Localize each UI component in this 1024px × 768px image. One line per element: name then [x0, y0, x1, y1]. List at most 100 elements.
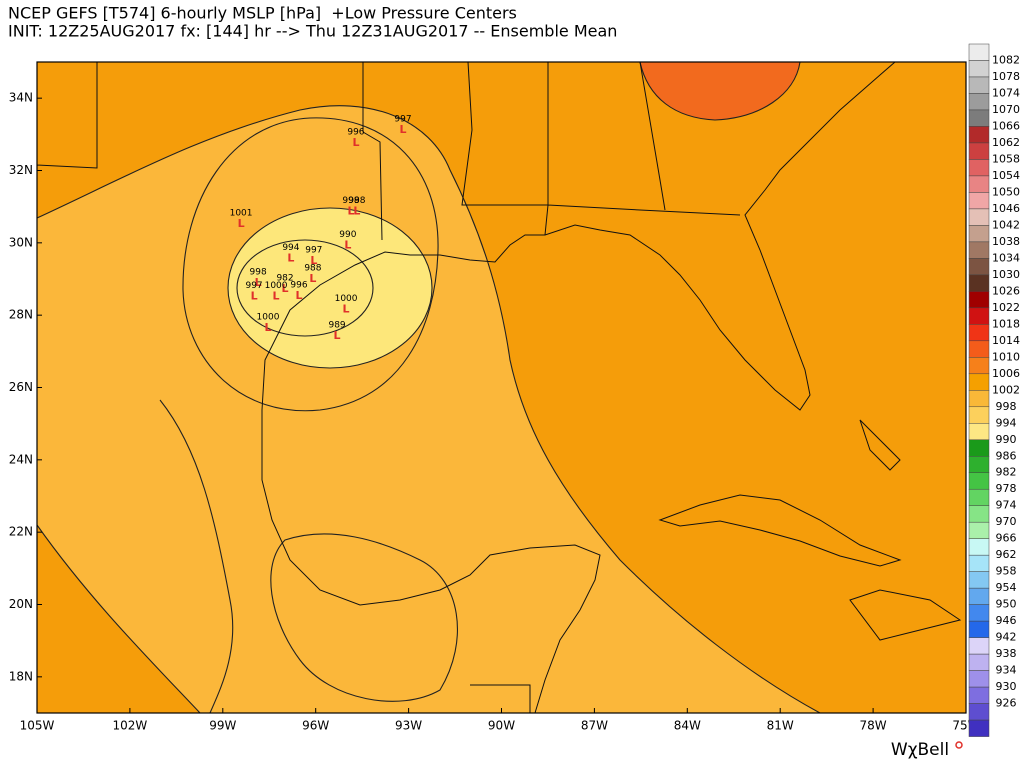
colorbar-label: 962	[996, 548, 1017, 561]
low-center-mark: L	[334, 329, 341, 342]
low-center-mark: L	[287, 252, 294, 265]
coastline	[261, 62, 896, 411]
x-tick-label: 78W	[860, 719, 887, 733]
colorbar-box	[968, 109, 990, 127]
colorbar-box	[968, 192, 990, 210]
colorbar-box	[968, 126, 990, 144]
colorbar-label: 926	[996, 697, 1017, 710]
contour	[639, 62, 801, 121]
colorbar-label: 938	[996, 647, 1017, 660]
colorbar-label: 950	[996, 598, 1017, 611]
colorbar-label: 1062	[992, 136, 1020, 149]
low-center-mark: L	[347, 205, 354, 218]
x-tick-label: 93W	[395, 719, 422, 733]
colorbar-label: 966	[996, 532, 1017, 545]
contour	[159, 399, 234, 713]
low-center-mark: L	[310, 254, 317, 267]
y-tick-label: 32N	[9, 163, 33, 177]
colorbar-box	[968, 307, 990, 325]
coastline	[261, 410, 601, 713]
colorbar-label: 974	[996, 499, 1017, 512]
colorbar-label: 1054	[992, 169, 1020, 182]
y-tick-label: 28N	[9, 308, 33, 322]
title-line-2: INIT: 12Z25AUG2017 fx: [144] hr --> Thu …	[8, 22, 617, 41]
colorbar-label: 1014	[992, 334, 1020, 347]
colorbar-box	[968, 76, 990, 94]
colorbar-label: 1038	[992, 235, 1020, 248]
colorbar-box	[968, 554, 990, 572]
y-tick-label: 26N	[9, 380, 33, 394]
colorbar-box	[968, 587, 990, 605]
colorbar-label: 958	[996, 565, 1017, 578]
title-line-1: NCEP GEFS [T574] 6-hourly MSLP [hPa] +Lo…	[8, 4, 517, 23]
low-center-label: 997	[305, 245, 322, 255]
colorbar-label: 934	[996, 664, 1017, 677]
low-center-label: 998	[250, 267, 267, 277]
colorbar-label: 1046	[992, 202, 1020, 215]
contour	[37, 524, 201, 713]
x-tick-label: 90W	[488, 719, 515, 733]
x-tick-label: 81W	[767, 719, 794, 733]
colorbar-label: 998	[996, 400, 1017, 413]
colorbar-box	[968, 324, 990, 342]
colorbar-label: 1058	[992, 152, 1020, 165]
low-center-label: 989	[328, 320, 345, 330]
y-tick-label: 34N	[9, 91, 33, 105]
colorbar-box	[968, 390, 990, 408]
low-center-mark: L	[352, 136, 359, 149]
colorbar-box	[968, 472, 990, 490]
low-center-label: 996	[347, 128, 364, 138]
colorbar-box	[968, 225, 990, 243]
colorbar-box	[968, 439, 990, 457]
colorbar-label: 1042	[992, 218, 1020, 231]
low-center-label: 997	[394, 114, 411, 124]
logo: WχBell	[891, 740, 949, 760]
contour-1010	[182, 117, 439, 412]
x-tick-label: 96W	[302, 719, 329, 733]
x-tick-label: 102W	[113, 719, 148, 733]
contour-1002	[236, 239, 374, 337]
colorbar-label: 1034	[992, 251, 1020, 264]
colorbar-box	[968, 670, 990, 688]
colorbar-box	[968, 274, 990, 292]
colorbar-label: 946	[996, 614, 1017, 627]
low-center-label: 988	[304, 264, 321, 274]
contour-1006	[227, 207, 433, 369]
colorbar-box	[968, 175, 990, 193]
colorbar-label: 990	[996, 433, 1017, 446]
low-center-mark: L	[309, 272, 316, 285]
contour	[37, 105, 821, 713]
colorbar-label: 994	[996, 416, 1017, 429]
colorbar-box	[968, 373, 990, 391]
y-tick-label: 24N	[9, 452, 33, 466]
colorbar-label: 1006	[992, 367, 1020, 380]
low-center-mark: L	[273, 290, 280, 303]
colorbar-box	[968, 521, 990, 539]
colorbar-label: 1070	[992, 103, 1020, 116]
colorbar-label: 1018	[992, 317, 1020, 330]
colorbar-box	[968, 719, 990, 737]
field-1018	[640, 62, 800, 120]
low-center-label: 990	[339, 230, 356, 240]
colorbar-box	[968, 538, 990, 556]
low-center-mark: L	[343, 303, 350, 316]
x-tick-label: 105W	[20, 719, 55, 733]
borders	[37, 62, 741, 713]
colorbar-box	[968, 456, 990, 473]
colorbar-box	[968, 571, 990, 589]
colorbar-box	[968, 686, 990, 704]
low-center-mark: L	[295, 289, 302, 302]
logo-dot	[955, 741, 963, 749]
colorbar-label: 1050	[992, 185, 1020, 198]
low-center-mark: L	[353, 205, 360, 218]
colorbar-box	[968, 620, 990, 638]
colorbar-box	[968, 637, 990, 655]
x-tick-label: 99W	[209, 719, 236, 733]
colorbar-box	[968, 142, 990, 160]
colorbar-box	[968, 505, 990, 523]
colorbar-label: 942	[996, 631, 1017, 644]
colorbar-box	[968, 423, 990, 441]
low-center-label: 998	[348, 196, 365, 206]
colorbar-box	[968, 604, 990, 622]
low-center-label: 996	[290, 280, 307, 290]
